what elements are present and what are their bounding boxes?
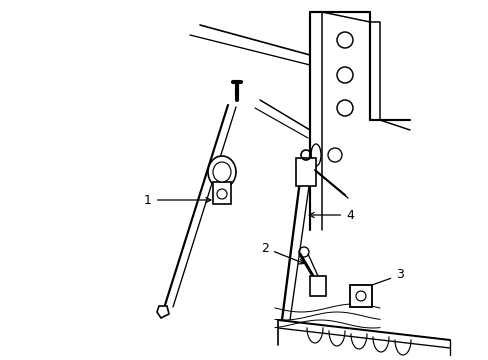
FancyBboxPatch shape xyxy=(349,285,371,307)
FancyBboxPatch shape xyxy=(309,276,325,296)
Ellipse shape xyxy=(310,144,320,166)
FancyBboxPatch shape xyxy=(295,158,315,186)
Text: 4: 4 xyxy=(308,208,353,221)
Ellipse shape xyxy=(207,156,236,188)
Polygon shape xyxy=(157,306,169,318)
Ellipse shape xyxy=(213,162,230,182)
Text: 1: 1 xyxy=(144,194,210,207)
FancyBboxPatch shape xyxy=(213,182,230,204)
Text: 2: 2 xyxy=(261,242,304,264)
Text: 3: 3 xyxy=(361,269,403,289)
